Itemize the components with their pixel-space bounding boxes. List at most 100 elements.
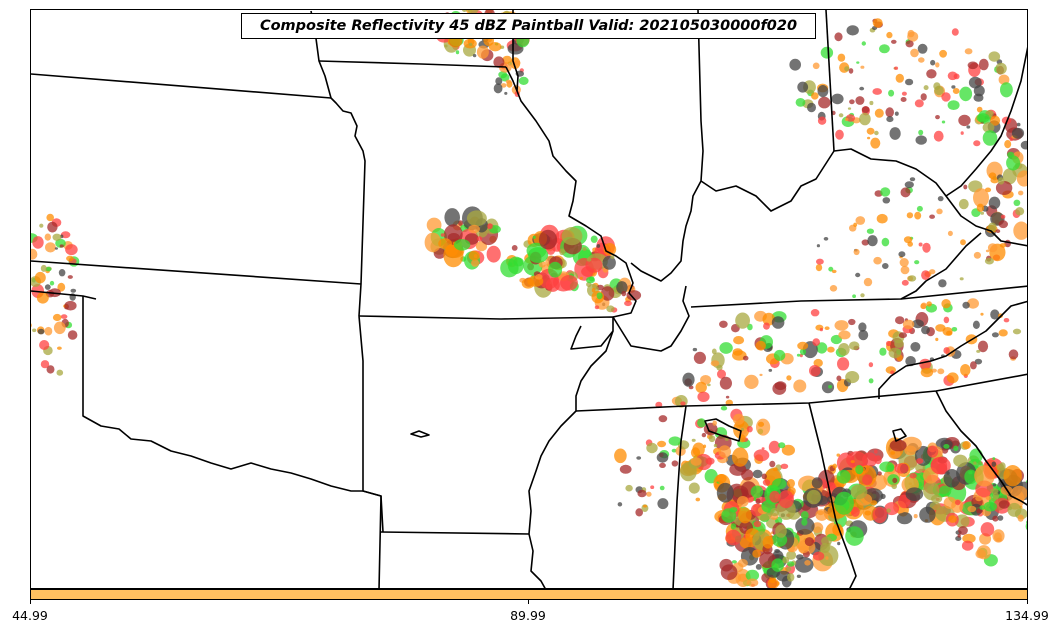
reflectivity-blob [905, 78, 914, 86]
reflectivity-blob [596, 244, 601, 248]
reflectivity-blob [874, 449, 878, 454]
reflectivity-blob [962, 301, 970, 309]
reflectivity-blob [855, 464, 864, 475]
reflectivity-blob [737, 559, 748, 568]
reflectivity-blob [668, 436, 682, 446]
reflectivity-blob [988, 172, 997, 179]
reflectivity-blob [973, 140, 981, 147]
reflectivity-blob [67, 330, 78, 340]
reflectivity-blob [741, 469, 754, 481]
reflectivity-blob [935, 62, 940, 68]
reflectivity-blob [862, 452, 878, 468]
reflectivity-blob [988, 196, 1001, 210]
reflectivity-blob [504, 91, 508, 95]
reflectivity-blob [988, 51, 1001, 62]
reflectivity-blob [999, 243, 1007, 248]
reflectivity-blob [859, 86, 865, 91]
reflectivity-blob [964, 469, 978, 485]
reflectivity-blob [860, 65, 865, 69]
reflectivity-blob [866, 127, 875, 135]
reflectivity-blob [941, 120, 946, 124]
reflectivity-blob [921, 325, 930, 335]
reflectivity-blob [844, 117, 849, 122]
reflectivity-blob [825, 556, 829, 560]
reflectivity-blob [586, 276, 595, 284]
reflectivity-blob [845, 371, 860, 384]
reflectivity-blob [914, 99, 924, 108]
reflectivity-blob [898, 332, 908, 339]
reflectivity-blob [804, 537, 815, 547]
reflectivity-blob [763, 322, 770, 330]
reflectivity-blob [45, 267, 52, 272]
reflectivity-blob [1017, 514, 1024, 522]
reflectivity-blob [905, 487, 924, 502]
reflectivity-blob [518, 76, 529, 85]
reflectivity-blob [756, 418, 771, 436]
reflectivity-blob [772, 478, 787, 490]
reflectivity-blob [888, 347, 902, 359]
colorbar-tick-max [1027, 600, 1028, 604]
reflectivity-blob [946, 330, 953, 336]
reflectivity-blob [796, 574, 802, 578]
reflectivity-blob [999, 462, 1006, 470]
reflectivity-blob [781, 444, 796, 456]
reflectivity-blob [881, 237, 890, 247]
reflectivity-blob [882, 263, 889, 269]
reflectivity-blob [46, 213, 54, 222]
reflectivity-blob [816, 244, 821, 248]
reflectivity-blob [619, 464, 632, 474]
reflectivity-blob [719, 320, 728, 328]
reflectivity-blob [957, 533, 961, 538]
reflectivity-blob [823, 237, 829, 241]
border-mo-west [330, 97, 366, 317]
reflectivity-blob [753, 449, 770, 462]
reflectivity-blob [895, 73, 904, 83]
reflectivity-blob [1000, 214, 1006, 219]
reflectivity-blob [855, 96, 865, 105]
reflectivity-blob [466, 210, 487, 227]
reflectivity-blob [720, 564, 738, 580]
reflectivity-blob [716, 482, 734, 503]
reflectivity-blob [894, 111, 899, 116]
reflectivity-blob [600, 286, 615, 301]
reflectivity-blob [44, 326, 53, 336]
reflectivity-blob [535, 274, 543, 280]
reflectivity-blob [933, 130, 944, 142]
reflectivity-blob [472, 54, 477, 58]
reflectivity-blob [755, 340, 766, 351]
reflectivity-blob [886, 31, 893, 39]
reflectivity-blob [725, 529, 742, 546]
reflectivity-blob [787, 561, 795, 567]
reflectivity-blob [886, 464, 895, 472]
reflectivity-blob [502, 55, 512, 64]
reflectivity-blob [941, 299, 951, 309]
border-ok-east [362, 490, 382, 588]
reflectivity-blob [837, 541, 841, 546]
reflectivity-blob [52, 313, 62, 322]
reflectivity-blob [836, 469, 851, 484]
reflectivity-blob [975, 495, 983, 502]
reflectivity-blob [992, 483, 997, 487]
reflectivity-blob [917, 43, 928, 54]
reflectivity-blob [1016, 122, 1021, 127]
reflectivity-blob [626, 290, 642, 301]
reflectivity-blob [892, 477, 898, 484]
reflectivity-blob [982, 130, 998, 146]
reflectivity-blob [888, 89, 895, 97]
reflectivity-blob [719, 376, 733, 390]
reflectivity-blob [771, 316, 785, 329]
border-ia-mo [318, 60, 507, 68]
reflectivity-blob [978, 58, 989, 71]
reflectivity-blob [920, 93, 927, 101]
reflectivity-blob [936, 208, 943, 215]
reflectivity-blob [880, 187, 891, 197]
reflectivity-blob [937, 196, 944, 202]
reflectivity-blob [511, 245, 518, 251]
reflectivity-blob [958, 526, 968, 535]
reflectivity-blob [970, 361, 977, 370]
reflectivity-blob [997, 515, 1004, 521]
reflectivity-blob [838, 113, 844, 118]
reflectivity-blob [946, 372, 959, 384]
reflectivity-blob [746, 426, 753, 433]
reflectivity-blob [817, 85, 829, 98]
